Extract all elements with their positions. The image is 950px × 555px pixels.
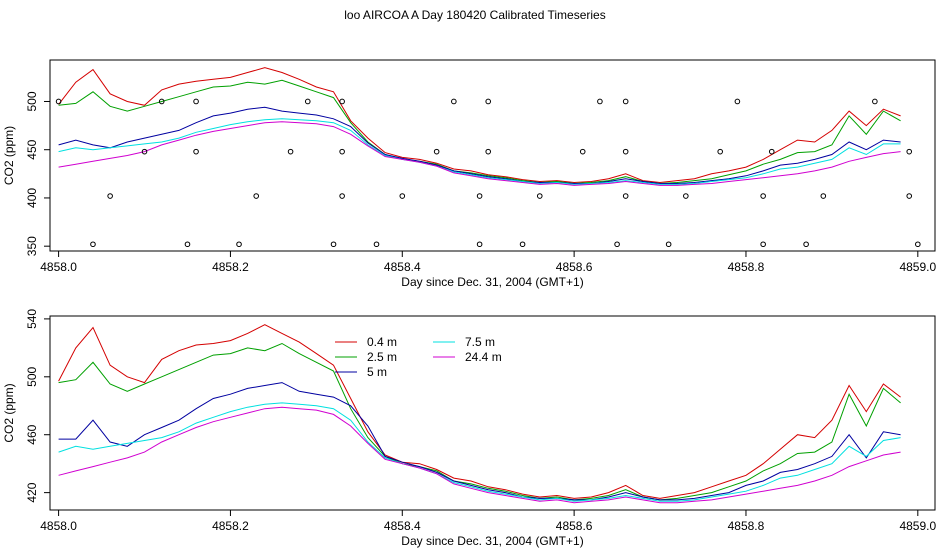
plot-area: [55, 67, 921, 248]
x-axis-label: Day since Dec. 31, 2004 (GMT+1): [401, 275, 583, 289]
x-tick-label: 4859.0: [899, 519, 936, 533]
data-point: [717, 148, 723, 155]
data-point: [373, 241, 380, 248]
x-axis-label: Day since Dec. 31, 2004 (GMT+1): [401, 534, 583, 548]
series-line-24-4-m: [58, 121, 901, 186]
y-axis-label: CO2 (ppm): [2, 383, 16, 442]
data-point: [519, 241, 526, 248]
legend-label: 24.4 m: [465, 350, 502, 364]
series-line-7-5-m: [58, 118, 901, 185]
x-tick-label: 4858.2: [212, 519, 249, 533]
series-line-5-m: [58, 382, 901, 501]
x-tick-label: 4858.4: [384, 260, 421, 274]
data-point: [158, 98, 165, 105]
data-point: [536, 193, 543, 199]
x-tick-label: 4858.6: [556, 519, 593, 533]
data-point: [683, 193, 689, 199]
data-point: [820, 193, 827, 199]
data-point: [184, 241, 191, 248]
x-tick-label: 4858.8: [728, 519, 765, 533]
data-point: [906, 193, 913, 199]
y-axis-label: CO2 (ppm): [2, 126, 16, 185]
data-point: [734, 98, 741, 105]
data-point: [597, 98, 603, 105]
data-point: [614, 241, 620, 248]
data-point: [803, 241, 809, 248]
data-point: [760, 241, 766, 248]
data-point: [399, 193, 406, 199]
y-tick-label: 400: [25, 188, 39, 208]
legend-label: 5 m: [367, 365, 387, 379]
y-tick-label: 350: [25, 236, 39, 256]
data-point: [433, 148, 440, 155]
data-point: [915, 241, 921, 248]
x-tick-label: 4858.2: [212, 260, 249, 274]
chart-panel-2: 4858.0 4858.2 4858.4 4858.6 4858.8 4859.0 420 4…: [2, 309, 936, 548]
data-point: [622, 148, 629, 155]
series-line-0-4-m: [58, 67, 901, 184]
data-point: [485, 98, 492, 105]
x-tick-label: 4858.0: [40, 260, 77, 274]
data-point: [339, 148, 345, 155]
data-point: [872, 98, 878, 105]
data-point: [768, 148, 775, 155]
x-tick-label: 4858.8: [728, 260, 765, 274]
y-tick-label: 420: [25, 482, 39, 502]
series-line-2-5-m: [58, 79, 901, 185]
data-point: [665, 241, 672, 248]
x-tick-label: 4858.4: [384, 519, 421, 533]
data-point: [451, 98, 457, 105]
plot-area: [58, 324, 901, 504]
data-point: [622, 193, 629, 199]
y-tick-label: 460: [25, 424, 39, 444]
plot-frame: [49, 315, 936, 511]
x-tick-label: 4859.0: [899, 260, 936, 274]
data-point: [287, 148, 294, 155]
legend: 0.4 m2.5 m5 m 7.5 m24.4 m: [335, 335, 502, 379]
legend-label: 0.4 m: [367, 335, 397, 349]
data-point: [193, 148, 199, 155]
chart-panel-1: 4858.0 4858.2 4858.4 4858.6 4858.8 4859.0 350 4…: [2, 59, 936, 289]
data-point: [760, 193, 766, 199]
data-point: [236, 241, 242, 248]
y-tick-label: 500: [25, 366, 39, 386]
series-line-2-5-m: [58, 342, 901, 501]
data-point: [485, 148, 492, 155]
data-point: [141, 148, 148, 155]
series-line-5-m: [58, 106, 901, 184]
series-line-24-4-m: [58, 406, 901, 504]
x-tick-label: 4858.0: [40, 519, 77, 533]
data-point: [90, 241, 96, 248]
data-point: [476, 241, 483, 248]
y-tick-label: 540: [25, 309, 39, 329]
data-point: [107, 193, 113, 199]
legend-label: 2.5 m: [367, 350, 397, 364]
plot-frame: [49, 59, 936, 252]
data-point: [253, 193, 260, 199]
y-tick-label: 500: [25, 91, 39, 111]
data-point: [330, 241, 337, 248]
series-line-7-5-m: [58, 402, 901, 502]
series-line-0-4-m: [58, 324, 901, 499]
data-point: [339, 98, 345, 105]
data-point: [476, 193, 483, 199]
figure-title: loo AIRCOA A Day 180420 Calibrated Times…: [344, 8, 606, 22]
data-point: [622, 98, 629, 105]
y-tick-label: 450: [25, 139, 39, 159]
data-point: [579, 148, 586, 155]
legend-label: 7.5 m: [465, 335, 495, 349]
data-point: [339, 193, 345, 199]
data-point: [55, 98, 62, 105]
data-point: [906, 148, 913, 155]
x-tick-label: 4858.6: [556, 260, 593, 274]
data-point: [193, 98, 199, 105]
data-point: [304, 98, 311, 105]
